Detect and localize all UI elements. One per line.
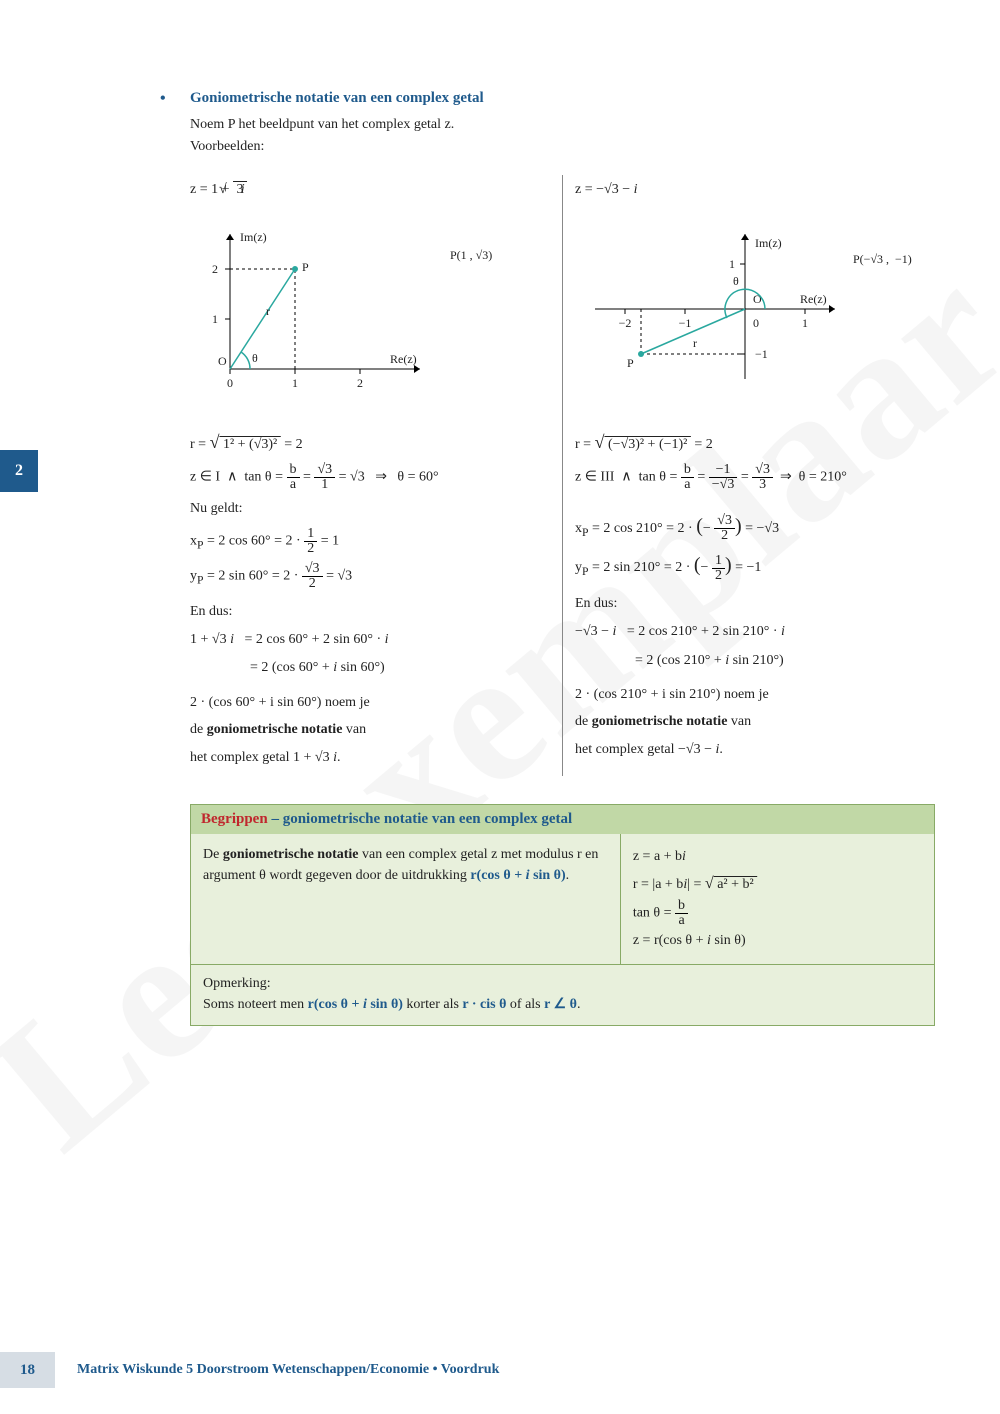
- footer: 18 Matrix Wiskunde 5 Doorstroom Wetensch…: [0, 1352, 499, 1388]
- right-desc2-b: goniometrische notatie: [592, 714, 728, 729]
- left-desc2: de goniometrische notatie van: [190, 719, 550, 741]
- svg-text:−2: −2: [619, 316, 632, 330]
- page-number: 18: [0, 1352, 55, 1388]
- right-en-dus: En dus:: [575, 593, 935, 615]
- right-res1: −√3 − i = 2 cos 210° + 2 sin 210° · i: [575, 621, 935, 643]
- svg-text:θ: θ: [733, 274, 739, 288]
- remark-1: Soms noteert men: [203, 997, 308, 1012]
- right-desc3: het complex getal −√3 − i.: [575, 739, 935, 761]
- concept-left-period: .: [566, 868, 570, 883]
- concept-r3: tan θ = b a: [633, 899, 922, 928]
- svg-text:2: 2: [357, 376, 363, 390]
- svg-text:1: 1: [729, 257, 735, 271]
- svg-text:Im(z): Im(z): [755, 236, 782, 250]
- right-desc2: de goniometrische notatie van: [575, 711, 935, 733]
- right-desc2-c: van: [727, 714, 751, 729]
- concept-remark-line: Soms noteert men r(cos θ + i sin θ) kort…: [203, 994, 922, 1015]
- left-tan-line: z ∈ I ∧ tan θ = b a = √3 1 = √3 ⇒ θ = 60…: [190, 463, 550, 492]
- left-desc2-c: van: [342, 722, 366, 737]
- concept-header: Begrippen – goniometrische notatie van e…: [191, 805, 934, 834]
- left-xp: xP = 2 cos 60° = 2 · 1 2 = 1: [190, 527, 550, 556]
- concept-body-left: De goniometrische notatie van een comple…: [191, 834, 621, 964]
- svg-text:Re(z): Re(z): [390, 352, 417, 366]
- example-right: z = −√3 − i −2 −1 0 1 1 −1: [563, 175, 935, 776]
- svg-text:P(1 , √3): P(1 , √3): [450, 248, 492, 262]
- svg-text:Re(z): Re(z): [800, 292, 827, 306]
- concept-left-formula: r(cos θ + i sin θ): [470, 868, 565, 883]
- left-z-expr: z = 1 + 3 √i: [190, 179, 550, 201]
- example-left: z = 1 + 3 √i 0 1 2 1 2: [190, 175, 563, 776]
- left-desc3: het complex getal 1 + √3 i.: [190, 747, 550, 769]
- concept-header-red: Begrippen: [201, 811, 268, 827]
- svg-text:1: 1: [212, 312, 218, 326]
- intro-line-2: Voorbeelden:: [190, 139, 935, 155]
- concept-r2: r = |a + bi| = √ a² + b²: [633, 869, 922, 899]
- two-column-examples: z = 1 + 3 √i 0 1 2 1 2: [190, 175, 935, 776]
- concept-remark-label: Opmerking:: [203, 973, 922, 994]
- intro-line-1: Noem P het beeldpunt van het complex get…: [190, 117, 935, 133]
- left-en-dus: En dus:: [190, 601, 550, 623]
- right-chart: −2 −1 0 1 1 −1 Im(z) Re(z) O: [575, 219, 935, 399]
- concept-r4: z = r(cos θ + i sin θ): [633, 928, 922, 954]
- right-desc2-a: de: [575, 714, 592, 729]
- svg-text:P: P: [302, 260, 309, 274]
- svg-text:θ: θ: [252, 351, 258, 365]
- remark-f3: r ∠ θ: [544, 997, 577, 1012]
- concept-remark: Opmerking: Soms noteert men r(cos θ + i …: [191, 964, 934, 1025]
- left-res2: = 2 (cos 60° + i sin 60°): [250, 657, 550, 679]
- remark-2: korter als: [403, 997, 462, 1012]
- remark-3: of als: [506, 997, 544, 1012]
- right-tan-line: z ∈ III ∧ tan θ = b a = −1 −√3 = √3 3 ⇒ …: [575, 463, 935, 492]
- svg-text:1: 1: [802, 316, 808, 330]
- right-r-line: r = √ (−√3)² + (−1)² = 2: [575, 428, 935, 457]
- right-yp: yP = 2 sin 210° = 2 · (− 1 2 ) = −1: [575, 549, 935, 582]
- svg-text:1: 1: [292, 376, 298, 390]
- left-desc2-b: goniometrische notatie: [207, 722, 343, 737]
- remark-f1: r(cos θ + i sin θ): [308, 997, 403, 1012]
- left-chart: 0 1 2 1 2 Im(z) Re(z) O P: [190, 219, 530, 399]
- section-title: Goniometrische notatie van een complex g…: [190, 90, 935, 107]
- left-nu-geldt: Nu geldt:: [190, 498, 550, 520]
- right-xp: xP = 2 cos 210° = 2 · (− √3 2 ) = −√3: [575, 510, 935, 543]
- concept-box: Begrippen – goniometrische notatie van e…: [190, 804, 935, 1026]
- page-content: Goniometrische notatie van een complex g…: [0, 0, 1000, 1026]
- right-desc1: 2 · (cos 210° + i sin 210°) noem je: [575, 684, 935, 705]
- svg-text:2: 2: [212, 262, 218, 276]
- svg-text:0: 0: [753, 316, 759, 330]
- concept-left-bold: goniometrische notatie: [223, 847, 359, 862]
- left-desc2-a: de: [190, 722, 207, 737]
- footer-text: Matrix Wiskunde 5 Doorstroom Wetenschapp…: [77, 1362, 499, 1378]
- svg-text:P(−√3 , −1): P(−√3 , −1): [853, 252, 912, 266]
- svg-text:r: r: [693, 336, 697, 350]
- svg-text:0: 0: [227, 376, 233, 390]
- left-r-line: r = √ 1² + (√3)² = 2: [190, 428, 550, 457]
- left-res1: 1 + √3 i = 2 cos 60° + 2 sin 60° · i: [190, 629, 550, 651]
- remark-f2: r · cis θ: [462, 997, 506, 1012]
- right-z-expr: z = −√3 − i: [575, 179, 935, 201]
- svg-text:r: r: [266, 304, 270, 318]
- concept-left-1: De: [203, 847, 223, 862]
- svg-text:−1: −1: [679, 316, 692, 330]
- right-res2: = 2 (cos 210° + i sin 210°): [635, 650, 935, 672]
- svg-text:Im(z): Im(z): [240, 230, 267, 244]
- concept-body-right: z = a + bi r = |a + bi| = √ a² + b² tan …: [621, 834, 934, 964]
- svg-text:P: P: [627, 356, 634, 370]
- svg-text:−1: −1: [755, 347, 768, 361]
- concept-header-blue: – goniometrische notatie van een complex…: [268, 811, 573, 827]
- left-desc1: 2 · (cos 60° + i sin 60°) noem je: [190, 692, 550, 713]
- svg-text:O: O: [218, 354, 227, 368]
- left-yp: yP = 2 sin 60° = 2 · √3 2 = √3: [190, 562, 550, 591]
- concept-body: De goniometrische notatie van een comple…: [191, 834, 934, 964]
- remark-4: .: [577, 997, 581, 1012]
- concept-r1: z = a + bi: [633, 844, 922, 870]
